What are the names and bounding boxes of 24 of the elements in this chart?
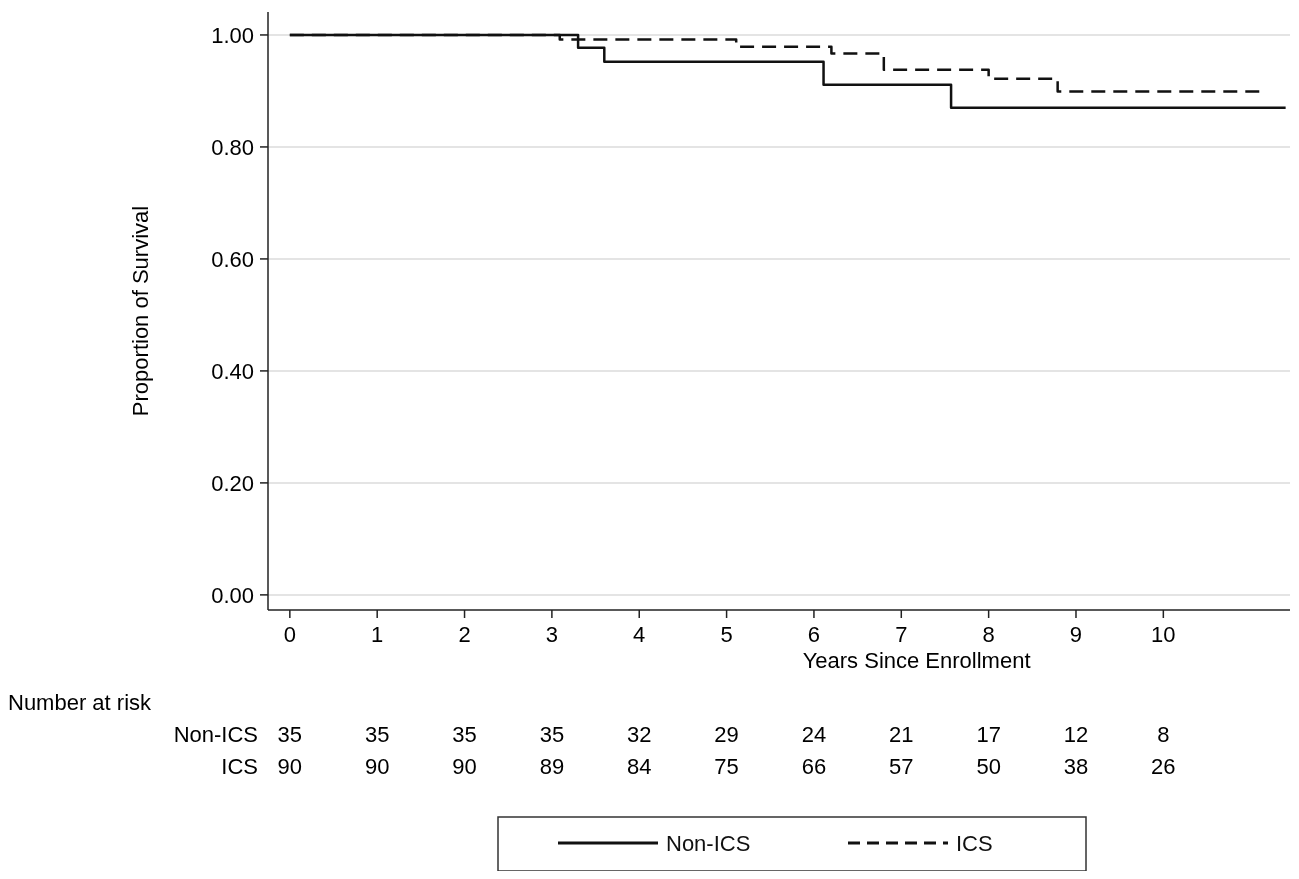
x-tick-label: 0 <box>283 622 296 647</box>
x-tick-label: 8 <box>982 622 995 647</box>
y-tick-label: 0.60 <box>211 246 254 272</box>
y-tick-label: 1.00 <box>211 22 254 48</box>
y-tick-label: 0.40 <box>211 358 254 384</box>
x-tick-label: 7 <box>895 622 908 647</box>
x-tick-label: 6 <box>807 622 821 647</box>
text: Number at risk <box>8 690 153 715</box>
x-tick-label: 9 <box>1069 622 1083 647</box>
x-axis-title: Years Since Enrollment <box>802 648 1031 673</box>
x-tick-label: 5 <box>720 622 733 647</box>
x-tick-label: 4 <box>633 622 646 647</box>
y-tick-label: 0.00 <box>211 582 254 608</box>
y-tick-label: 0.20 <box>211 470 254 496</box>
y-tick-label: 0.80 <box>211 134 254 160</box>
x-tick-label: 10 <box>1151 622 1176 647</box>
x-tick-label: 1 <box>371 622 384 647</box>
text: ICS 90 90 90 89 84 75 66 57 50 38 26 <box>221 754 1176 779</box>
legend-label: Non-ICS <box>666 830 751 856</box>
y-axis-title: Proportion of Survival <box>128 205 153 417</box>
legend-label: ICS <box>956 830 993 856</box>
text: Non-ICS 35 35 35 35 32 29 24 21 17 12 8 <box>173 722 1170 747</box>
x-tick-label: 3 <box>545 622 559 647</box>
x-tick-label: 2 <box>458 622 471 647</box>
